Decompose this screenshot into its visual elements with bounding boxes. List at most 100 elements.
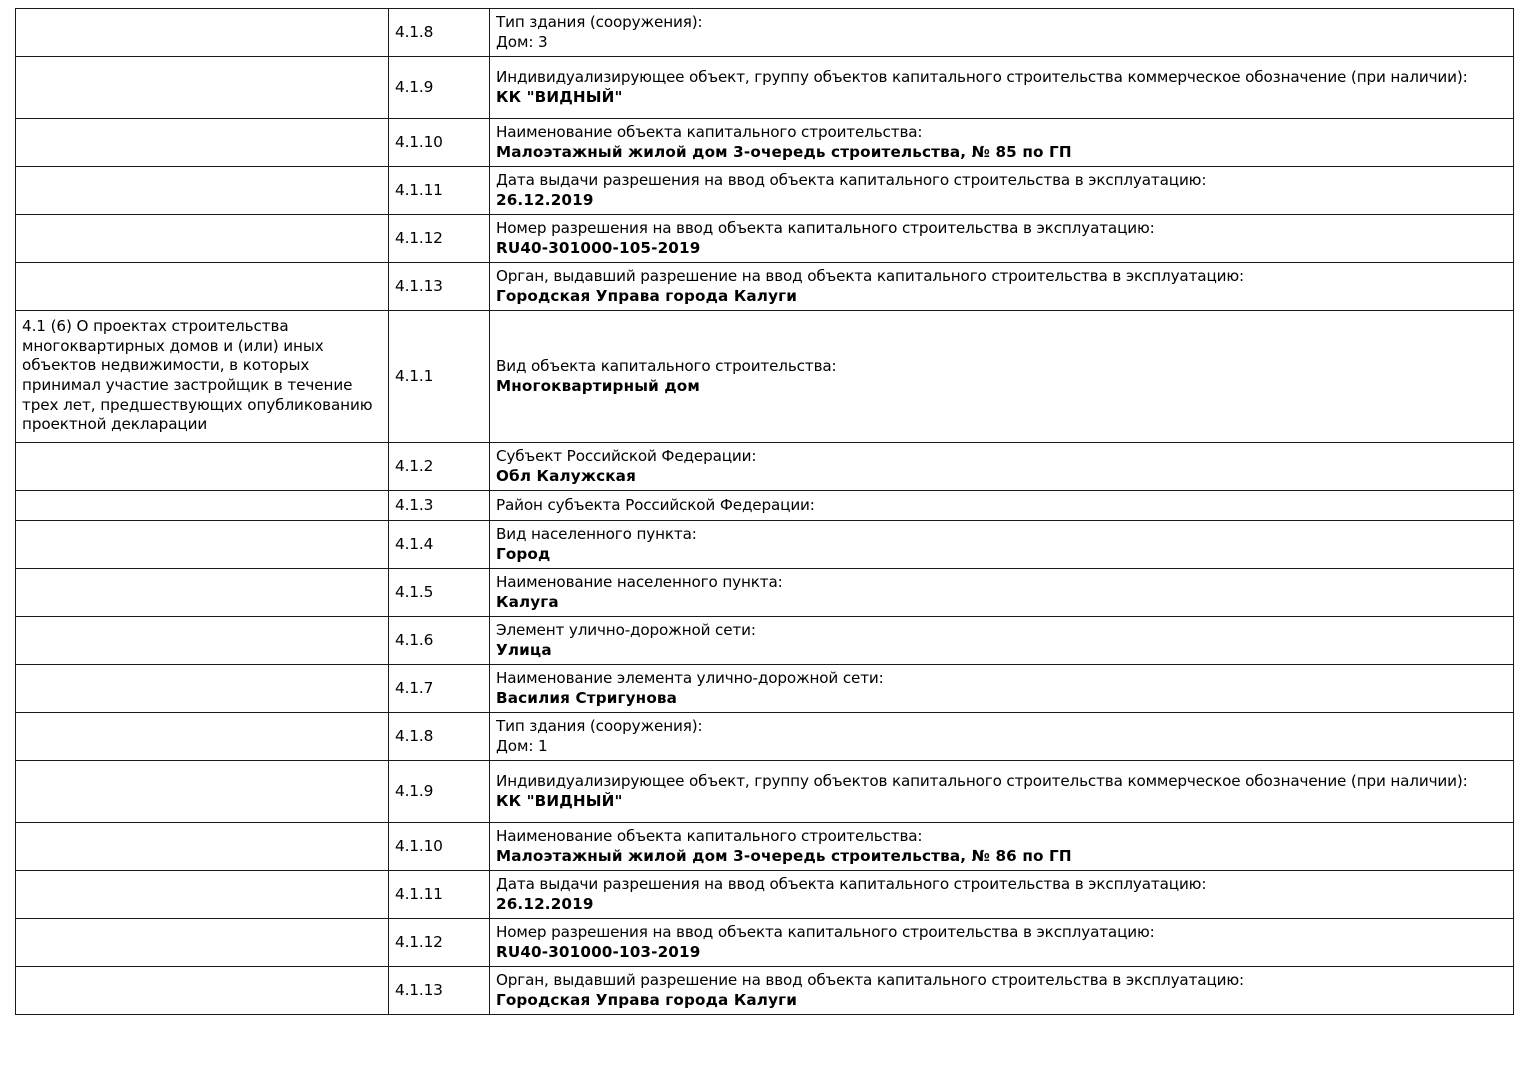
row-code-cell: 4.1.11 bbox=[388, 166, 490, 215]
table-row: 4.1.12 Номер разрешения на ввод объекта к… bbox=[15, 214, 1514, 263]
field-label: Номер разрешения на ввод объекта капитал… bbox=[496, 218, 1155, 237]
declaration-table: 4.1.8 Тип здания (сооружения): Дом: 3 4.1.9… bbox=[15, 8, 1514, 1015]
table-row: 4.1.3 Район субъекта Российской Федерации… bbox=[15, 490, 1514, 521]
field-label: Вид объекта капитального строительства: bbox=[496, 356, 837, 375]
field-label: Тип здания (сооружения): bbox=[496, 716, 703, 735]
field-value: Василия Стригунова bbox=[496, 689, 678, 707]
row-content-cell: Наименование элемента улично-дорожной се… bbox=[489, 664, 1514, 713]
table-row: 4.1.10 Наименование объекта капитального … bbox=[15, 822, 1514, 871]
declaration-table-body: 4.1.8 Тип здания (сооружения): Дом: 3 4.1.9… bbox=[15, 8, 1514, 1015]
field-value: Калуга bbox=[496, 593, 559, 611]
row-content-cell: Элемент улично-дорожной сети: Улица bbox=[489, 616, 1514, 665]
row-description-cell bbox=[15, 966, 389, 1015]
field-label: Тип здания (сооружения): bbox=[496, 12, 703, 31]
field-value: Городская Управа города Калуги bbox=[496, 991, 797, 1009]
row-code-cell: 4.1.7 bbox=[388, 664, 490, 713]
row-code-cell: 4.1.6 bbox=[388, 616, 490, 665]
table-row: 4.1.8 Тип здания (сооружения): Дом: 1 bbox=[15, 712, 1514, 761]
row-description-cell bbox=[15, 712, 389, 761]
row-description-cell bbox=[15, 760, 389, 823]
row-content-cell: Субъект Российской Федерации: Обл Калужск… bbox=[489, 442, 1514, 491]
row-description-cell bbox=[15, 616, 389, 665]
row-content-cell: Индивидуализирующее объект, группу объек… bbox=[489, 56, 1514, 119]
field-value: Малоэтажный жилой дом 3-очередь строител… bbox=[496, 143, 1072, 161]
field-label: Субъект Российской Федерации: bbox=[496, 446, 757, 465]
table-row: 4.1.9 Индивидуализирующее объект, группу … bbox=[15, 760, 1514, 823]
row-content-cell: Наименование объекта капитального строит… bbox=[489, 118, 1514, 167]
row-code-cell: 4.1.10 bbox=[388, 822, 490, 871]
field-value: Малоэтажный жилой дом 3-очередь строител… bbox=[496, 847, 1072, 865]
row-content-cell: Номер разрешения на ввод объекта капитал… bbox=[489, 214, 1514, 263]
row-description-cell bbox=[15, 568, 389, 617]
row-code-cell: 4.1.9 bbox=[388, 760, 490, 823]
row-code-cell: 4.1.1 bbox=[388, 310, 490, 443]
row-content-cell: Дата выдачи разрешения на ввод объекта к… bbox=[489, 166, 1514, 215]
field-label: Орган, выдавший разрешение на ввод объек… bbox=[496, 266, 1244, 285]
row-description-cell bbox=[15, 520, 389, 569]
field-label: Элемент улично-дорожной сети: bbox=[496, 620, 756, 639]
row-code-cell: 4.1.8 bbox=[388, 712, 490, 761]
row-content-cell: Дата выдачи разрешения на ввод объекта к… bbox=[489, 870, 1514, 919]
row-content-cell: Вид объекта капитального строительства: М… bbox=[489, 310, 1514, 443]
table-row: 4.1.13 Орган, выдавший разрешение на ввод… bbox=[15, 262, 1514, 311]
row-content-cell: Район субъекта Российской Федерации: bbox=[489, 490, 1514, 521]
row-content-cell: Орган, выдавший разрешение на ввод объек… bbox=[489, 262, 1514, 311]
row-code-cell: 4.1.2 bbox=[388, 442, 490, 491]
row-code-cell: 4.1.13 bbox=[388, 966, 490, 1015]
row-description-cell bbox=[15, 918, 389, 967]
table-row: 4.1.5 Наименование населенного пункта: Кал… bbox=[15, 568, 1514, 617]
field-value: Обл Калужская bbox=[496, 467, 636, 485]
row-code-cell: 4.1.13 bbox=[388, 262, 490, 311]
row-description-cell bbox=[15, 822, 389, 871]
field-value: Дом: 3 bbox=[496, 33, 548, 51]
row-description-cell bbox=[15, 262, 389, 311]
row-description-cell bbox=[15, 870, 389, 919]
table-row: 4.1 (6) О проектах строительства многокв… bbox=[15, 310, 1514, 443]
row-content-cell: Номер разрешения на ввод объекта капитал… bbox=[489, 918, 1514, 967]
field-value: КК "ВИДНЫЙ" bbox=[496, 792, 623, 810]
row-code-cell: 4.1.4 bbox=[388, 520, 490, 569]
row-code-cell: 4.1.3 bbox=[388, 490, 490, 521]
field-value: Многоквартирный дом bbox=[496, 377, 700, 395]
row-description-cell bbox=[15, 118, 389, 167]
field-label: Индивидуализирующее объект, группу объек… bbox=[496, 67, 1468, 86]
table-row: 4.1.11 Дата выдачи разрешения на ввод объ… bbox=[15, 166, 1514, 215]
row-code-cell: 4.1.12 bbox=[388, 918, 490, 967]
table-row: 4.1.2 Субъект Российской Федерации: Обл Ка… bbox=[15, 442, 1514, 491]
row-content-cell: Индивидуализирующее объект, группу объек… bbox=[489, 760, 1514, 823]
table-row: 4.1.4 Вид населенного пункта: Город bbox=[15, 520, 1514, 569]
row-code-cell: 4.1.11 bbox=[388, 870, 490, 919]
row-code-cell: 4.1.5 bbox=[388, 568, 490, 617]
field-value: Городская Управа города Калуги bbox=[496, 287, 797, 305]
row-description-cell bbox=[15, 56, 389, 119]
field-label: Орган, выдавший разрешение на ввод объек… bbox=[496, 970, 1244, 989]
row-content-cell: Наименование объекта капитального строит… bbox=[489, 822, 1514, 871]
field-value: 26.12.2019 bbox=[496, 895, 594, 913]
field-label: Район субъекта Российской Федерации: bbox=[496, 495, 815, 514]
field-value: Город bbox=[496, 545, 551, 563]
field-label: Дата выдачи разрешения на ввод объекта к… bbox=[496, 874, 1207, 893]
row-description-cell: 4.1 (6) О проектах строительства многокв… bbox=[15, 310, 389, 443]
field-label: Наименование элемента улично-дорожной се… bbox=[496, 668, 884, 687]
field-label: Наименование объекта капитального строит… bbox=[496, 122, 923, 141]
row-content-cell: Тип здания (сооружения): Дом: 1 bbox=[489, 712, 1514, 761]
field-label: Номер разрешения на ввод объекта капитал… bbox=[496, 922, 1155, 941]
field-label: Вид населенного пункта: bbox=[496, 524, 697, 543]
field-value: 26.12.2019 bbox=[496, 191, 594, 209]
field-label: Индивидуализирующее объект, группу объек… bbox=[496, 771, 1468, 790]
row-content-cell: Орган, выдавший разрешение на ввод объек… bbox=[489, 966, 1514, 1015]
field-value: RU40-301000-103-2019 bbox=[496, 943, 701, 961]
field-value: Дом: 1 bbox=[496, 737, 548, 755]
table-row: 4.1.9 Индивидуализирующее объект, группу … bbox=[15, 56, 1514, 119]
table-row: 4.1.13 Орган, выдавший разрешение на ввод… bbox=[15, 966, 1514, 1015]
row-description-cell bbox=[15, 166, 389, 215]
field-label: Наименование объекта капитального строит… bbox=[496, 826, 923, 845]
row-code-cell: 4.1.10 bbox=[388, 118, 490, 167]
field-value: КК "ВИДНЫЙ" bbox=[496, 88, 623, 106]
row-description-cell bbox=[15, 8, 389, 57]
table-row: 4.1.7 Наименование элемента улично-дорожн… bbox=[15, 664, 1514, 713]
row-code-cell: 4.1.12 bbox=[388, 214, 490, 263]
field-value: Улица bbox=[496, 641, 552, 659]
row-description-cell bbox=[15, 214, 389, 263]
